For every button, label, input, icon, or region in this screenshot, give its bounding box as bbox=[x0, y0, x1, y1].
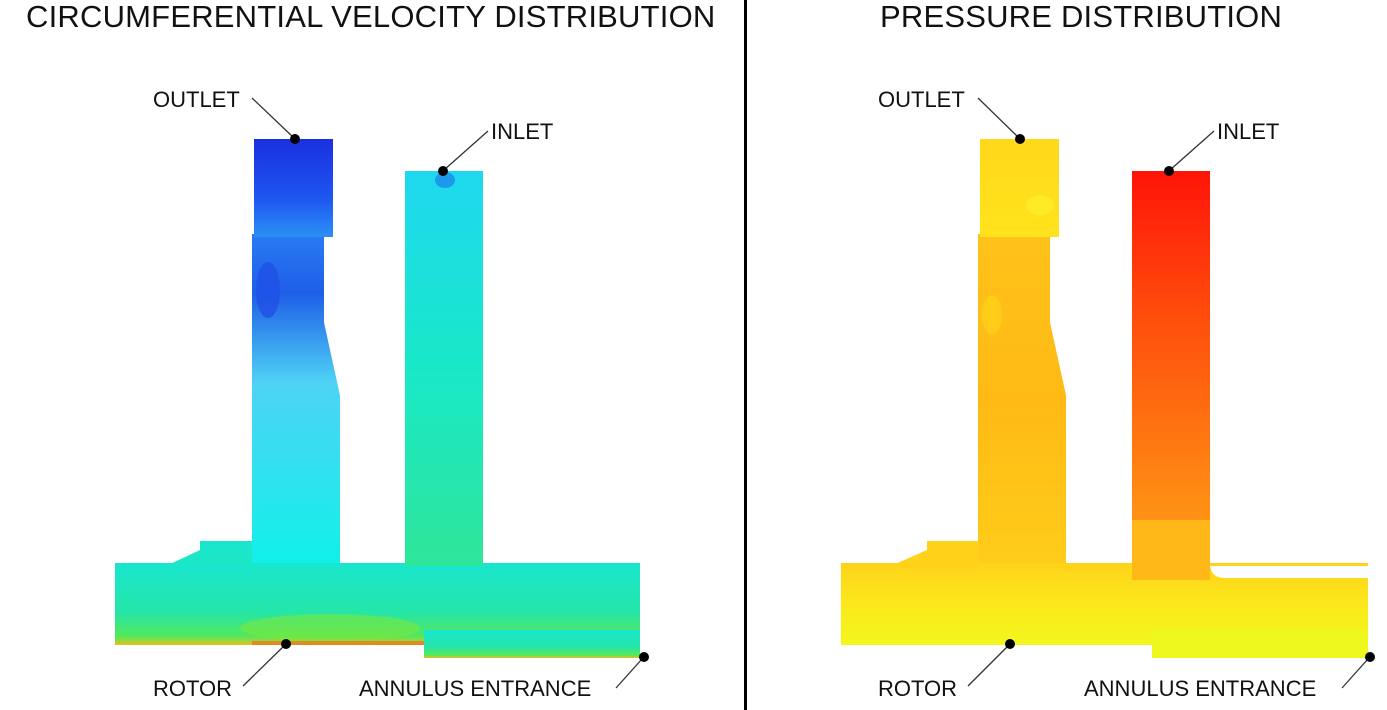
pressure-inlet-column bbox=[1132, 171, 1210, 566]
velocity-annulus-leader bbox=[615, 658, 643, 689]
pressure-rotor-label: ROTOR bbox=[878, 676, 957, 701]
velocity-annulus-step bbox=[424, 630, 640, 658]
pressure-annulus-label: ANNULUS ENTRANCE bbox=[1084, 676, 1316, 701]
velocity-outlet-label: OUTLET bbox=[153, 87, 240, 112]
pressure-annulus-marker bbox=[1365, 652, 1375, 662]
pressure-inlet-label: INLET bbox=[1217, 119, 1279, 144]
velocity-diagram bbox=[115, 139, 640, 658]
velocity-annulus-marker bbox=[639, 652, 649, 662]
panel-divider bbox=[744, 0, 747, 710]
pressure-base-top bbox=[841, 541, 978, 566]
velocity-rotor-leader bbox=[242, 644, 286, 687]
pressure-lowzone bbox=[982, 295, 1002, 335]
pressure-annulus-leader bbox=[1341, 658, 1369, 689]
pressure-corner bbox=[1210, 563, 1368, 578]
pressure-outlet-hot bbox=[1026, 195, 1054, 215]
velocity-rotor-label: ROTOR bbox=[153, 676, 232, 701]
pressure-outlet-label: OUTLET bbox=[878, 87, 965, 112]
pressure-rotor-leader bbox=[967, 644, 1010, 687]
velocity-inlet-label: INLET bbox=[491, 119, 553, 144]
pressure-annulus-step bbox=[1152, 630, 1368, 658]
velocity-eddy bbox=[256, 262, 280, 318]
pressure-diagram bbox=[841, 139, 1368, 658]
pressure-inlet-leader bbox=[1169, 130, 1215, 171]
pressure-rotor-marker bbox=[1005, 639, 1015, 649]
velocity-inlet-column-rect bbox=[405, 171, 483, 566]
velocity-left-column bbox=[252, 234, 340, 563]
pressure-outlet-marker bbox=[1015, 134, 1025, 144]
velocity-outlet-block bbox=[254, 139, 333, 237]
pressure-outlet-block bbox=[980, 139, 1059, 237]
velocity-annulus-label: ANNULUS ENTRANCE bbox=[359, 676, 591, 701]
pressure-outlet-leader bbox=[977, 97, 1020, 139]
pressure-inlet-marker bbox=[1164, 166, 1174, 176]
velocity-eddy-2 bbox=[435, 172, 455, 188]
pressure-gap bbox=[1050, 171, 1132, 563]
velocity-outlet-leader bbox=[251, 97, 295, 139]
pressure-panel-title: PRESSURE DISTRIBUTION bbox=[880, 0, 1283, 34]
velocity-rotor-edge bbox=[252, 641, 424, 645]
velocity-inlet-marker bbox=[438, 166, 448, 176]
pressure-inlet-junction bbox=[1132, 520, 1210, 580]
velocity-rotor-marker bbox=[281, 639, 291, 649]
velocity-inlet-leader bbox=[443, 130, 489, 171]
velocity-green-zone bbox=[240, 614, 420, 642]
velocity-gap bbox=[324, 171, 405, 563]
velocity-outlet-marker bbox=[290, 134, 300, 144]
velocity-panel-title: CIRCUMFERENTIAL VELOCITY DISTRIBUTION bbox=[26, 0, 716, 34]
